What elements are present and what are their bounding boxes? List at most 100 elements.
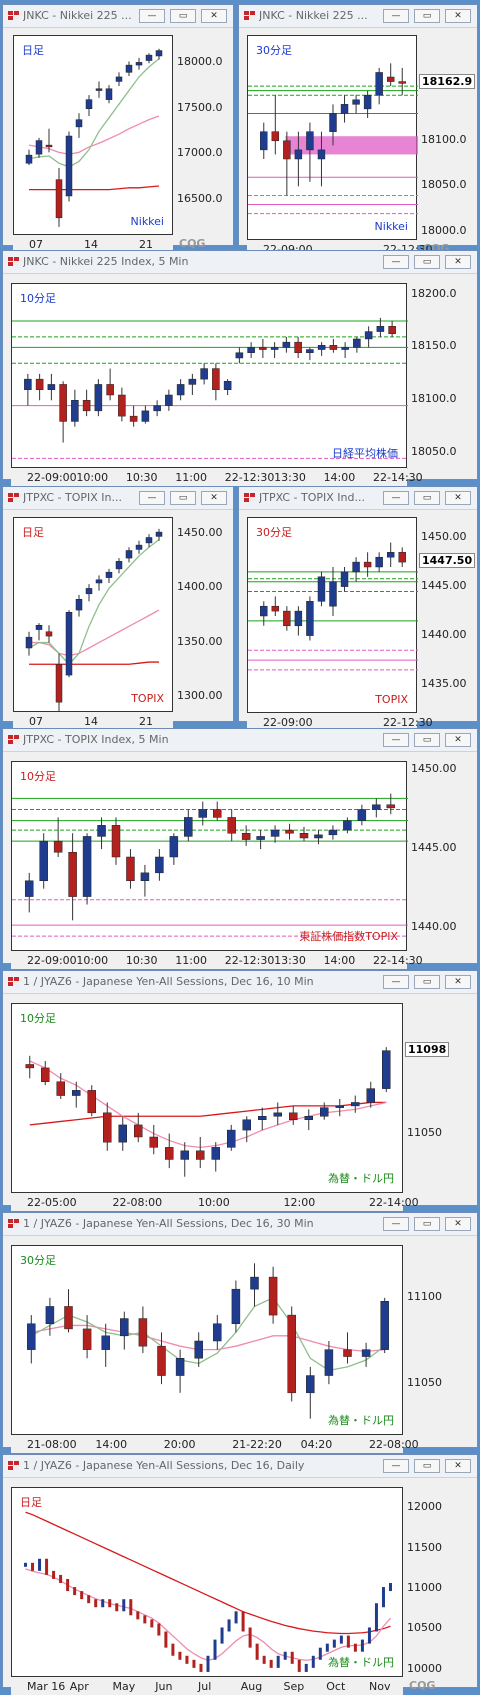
y-tick-label: 18000.0 xyxy=(177,55,223,69)
minimize-button[interactable]: — xyxy=(383,1217,409,1231)
chart-plot-area: 10分足 為替・ドル円 xyxy=(11,1003,403,1193)
maximize-button[interactable]: ▭ xyxy=(414,975,440,989)
close-button[interactable]: ✕ xyxy=(445,255,471,269)
maximize-button[interactable]: ▭ xyxy=(170,9,196,23)
chart-window-topix-5min[interactable]: JTPXC - TOPIX Index, 5 Min — ▭ ✕ 10分足 東証株価指数T… xyxy=(2,728,478,969)
close-button[interactable]: ✕ xyxy=(445,491,471,505)
maximize-button[interactable]: ▭ xyxy=(170,491,196,505)
moving-average-pink xyxy=(28,115,160,155)
x-tick-label: 22-12:30 xyxy=(224,471,275,484)
y-tick-label: 1440.00 xyxy=(411,920,457,934)
minimize-button[interactable]: — xyxy=(139,491,165,505)
candle xyxy=(299,833,309,839)
candle xyxy=(283,610,291,627)
close-button[interactable]: ✕ xyxy=(201,9,227,23)
candle xyxy=(24,378,32,390)
candle xyxy=(314,834,323,839)
candle xyxy=(227,1619,231,1632)
minimize-button[interactable]: — xyxy=(383,733,409,747)
x-tick-label: 10:30 xyxy=(125,471,158,484)
y-tick-label: 16500.0 xyxy=(177,191,223,205)
candle xyxy=(220,1627,224,1644)
candle xyxy=(180,1150,189,1160)
minimize-button[interactable]: — xyxy=(383,9,409,23)
candle xyxy=(73,1587,77,1596)
candle xyxy=(105,571,113,578)
candle xyxy=(372,804,381,810)
x-tick-label: 21 xyxy=(139,715,153,728)
maximize-button[interactable]: ▭ xyxy=(414,1217,440,1231)
minimize-button[interactable]: — xyxy=(139,9,165,23)
chart-svg xyxy=(27,1263,389,1419)
candle xyxy=(95,88,103,91)
close-button[interactable]: ✕ xyxy=(445,9,471,23)
candle xyxy=(194,1340,203,1359)
chart-window-nikkei-30min[interactable]: JNKC - Nikkei 225 ... — ▭ ✕ 30分足 Nikkei 18100.… xyxy=(238,4,478,258)
candle xyxy=(304,1116,313,1120)
close-button[interactable]: ✕ xyxy=(445,1217,471,1231)
candle xyxy=(153,405,161,412)
candle xyxy=(150,1619,154,1628)
candle xyxy=(157,1345,166,1376)
candle xyxy=(346,1635,350,1648)
window-title: JTPXC - TOPIX In... xyxy=(23,491,122,504)
candle xyxy=(294,610,303,627)
candle xyxy=(59,384,67,422)
candle xyxy=(206,1655,210,1672)
candle xyxy=(283,140,291,160)
maximize-button[interactable]: ▭ xyxy=(414,733,440,747)
candle xyxy=(200,368,208,380)
cqg-logo: CQG xyxy=(179,237,206,250)
x-axis xyxy=(11,1193,403,1211)
maximize-button[interactable]: ▭ xyxy=(414,1459,440,1473)
window-title: JTPXC - TOPIX Ind... xyxy=(259,491,365,504)
maximize-button[interactable]: ▭ xyxy=(414,9,440,23)
close-button[interactable]: ✕ xyxy=(445,733,471,747)
candle xyxy=(318,1647,322,1660)
maximize-button[interactable]: ▭ xyxy=(414,255,440,269)
candle xyxy=(273,1112,282,1117)
candle xyxy=(25,154,33,164)
candle xyxy=(118,1124,127,1143)
chart-window-nikkei-5min[interactable]: JNKC - Nikkei 225 Index, 5 Min — ▭ ✕ 10分足 日経平… xyxy=(2,250,478,486)
minimize-button[interactable]: — xyxy=(383,491,409,505)
candle xyxy=(115,561,123,570)
candle xyxy=(260,131,268,151)
candle xyxy=(101,1599,105,1608)
app-icon xyxy=(8,1219,19,1229)
y-tick-label: 18150.0 xyxy=(411,339,457,353)
minimize-button[interactable]: — xyxy=(383,1459,409,1473)
close-button[interactable]: ✕ xyxy=(201,491,227,505)
minimize-button[interactable]: — xyxy=(383,255,409,269)
candle xyxy=(135,62,143,66)
chart-window-topix-daily[interactable]: JTPXC - TOPIX In... — ▭ ✕ 日足 TOPIX 1450.00 1400… xyxy=(2,486,234,730)
chart-window-nikkei-daily[interactable]: JNKC - Nikkei 225 ... — ▭ ✕ 日足 Nikkei 18000.0 1… xyxy=(2,4,234,253)
candle xyxy=(306,349,314,353)
candle xyxy=(185,1655,189,1664)
y-tick-label: 1300.00 xyxy=(177,688,223,702)
candle xyxy=(248,1627,252,1648)
candle xyxy=(306,1375,315,1394)
chart-window-yen-10min[interactable]: 1 / JYAZ6 - Japanese Yen-All Sessions, D… xyxy=(2,970,478,1211)
candle xyxy=(262,1655,266,1664)
minimize-button[interactable]: — xyxy=(383,975,409,989)
x-tick-label: 22-09:00 xyxy=(263,716,313,729)
candle xyxy=(242,1119,251,1131)
chart-window-yen-30min[interactable]: 1 / JYAZ6 - Japanese Yen-All Sessions, D… xyxy=(2,1212,478,1453)
candle xyxy=(65,135,73,197)
y-tick-label: 1440.00 xyxy=(421,627,467,641)
candle xyxy=(126,856,135,881)
instrument-label: Nikkei xyxy=(130,215,164,228)
candle xyxy=(212,809,222,818)
close-button[interactable]: ✕ xyxy=(445,975,471,989)
candle xyxy=(357,809,367,821)
chart-window-yen-daily[interactable]: 1 / JYAZ6 - Japanese Yen-All Sessions, D… xyxy=(2,1454,478,1695)
candle xyxy=(55,664,63,703)
candle xyxy=(65,612,73,676)
timeframe-label: 10分足 xyxy=(20,770,56,783)
candle xyxy=(353,1643,357,1652)
x-axis xyxy=(11,1435,403,1453)
chart-window-topix-30min[interactable]: JTPXC - TOPIX Ind... — ▭ ✕ 30分足 TOPIX 1450.00 1… xyxy=(238,486,478,731)
close-button[interactable]: ✕ xyxy=(445,1459,471,1473)
maximize-button[interactable]: ▭ xyxy=(414,491,440,505)
